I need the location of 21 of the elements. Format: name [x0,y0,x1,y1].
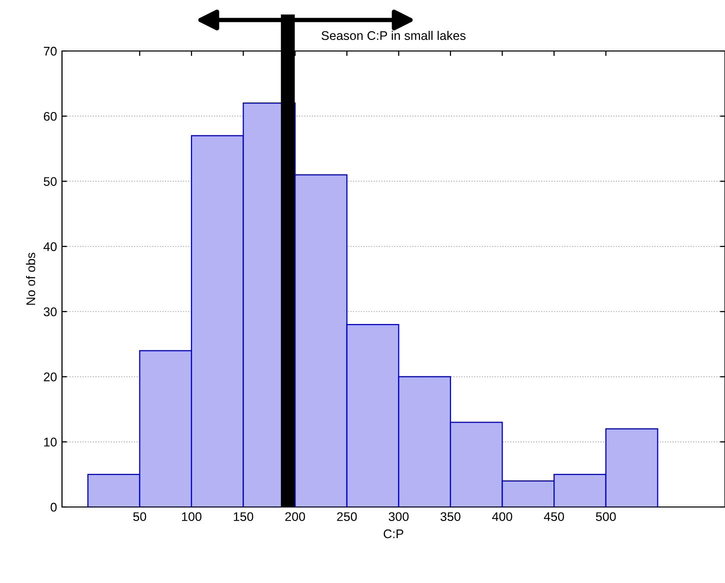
y-tick-label: 0 [50,502,57,512]
y-tick-label: 70 [44,46,57,56]
x-tick-label: 250 [337,512,357,522]
x-tick-label: 400 [492,512,512,522]
x-tick-label: 450 [544,512,564,522]
y-tick-label: 60 [44,112,57,121]
y-tick-label: 30 [44,307,57,316]
y-tick-label: 50 [44,177,57,186]
x-tick-label: 200 [285,512,306,522]
x-tick-label: 300 [388,512,409,522]
x-tick-label: 150 [234,512,254,522]
y-tick-label: 20 [44,372,57,382]
y-tick-label: 40 [44,242,57,252]
y-axis-title: No of obs [26,252,36,305]
y-tick-label: 10 [44,438,57,447]
chart-title: Season C:P in small lakes [322,30,466,40]
x-tick-label: 100 [182,512,202,522]
x-tick-label: 50 [133,512,146,522]
x-tick-label: 500 [596,512,616,522]
x-axis-title: C:P [384,529,404,538]
x-tick-label: 350 [440,512,460,522]
